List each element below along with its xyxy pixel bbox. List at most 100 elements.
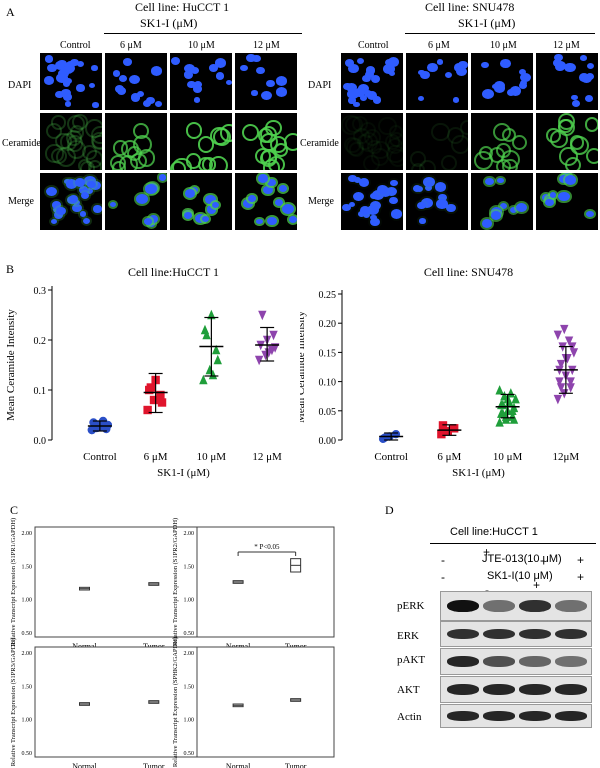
cell-nucleus [111, 161, 127, 170]
panel-a-right-col-control: Control [358, 40, 389, 51]
cell-nucleus [275, 75, 288, 86]
cell-nucleus [129, 75, 140, 85]
data-point [509, 414, 519, 424]
micrograph-tile [40, 113, 102, 170]
cell-nucleus [378, 117, 397, 136]
panel-a-right-col-12: 12 μM [553, 40, 580, 51]
cell-nucleus [113, 70, 121, 77]
cell-nucleus [434, 182, 447, 192]
blot-band [519, 711, 551, 721]
y-tick-label: 1.00 [22, 598, 33, 604]
cell-nucleus [361, 74, 371, 83]
micrograph-tile [536, 113, 598, 170]
blot-band [519, 599, 551, 613]
cell-nucleus [127, 145, 143, 162]
cell-nucleus [412, 185, 422, 193]
cell-nucleus [388, 70, 396, 77]
blot-band [555, 599, 587, 613]
panel-a-right-treatment-line [405, 33, 595, 34]
cell-nucleus [281, 203, 294, 214]
cell-nucleus [362, 212, 370, 219]
cell-nucleus [546, 128, 561, 143]
data-point [506, 388, 516, 398]
cell-nucleus [481, 88, 494, 99]
cell-nucleus [64, 101, 72, 107]
protein-label-akt: AKT [397, 684, 420, 696]
x-axis-label: SK1-I (μM) [157, 467, 210, 479]
cell-nucleus [370, 75, 380, 84]
micrograph-tile [341, 53, 403, 110]
cell-nucleus [56, 72, 69, 83]
cell-nucleus [79, 211, 87, 217]
cell-nucleus [184, 189, 196, 199]
micrograph-tile [406, 113, 468, 170]
cell-nucleus [519, 79, 527, 86]
cell-nucleus [274, 198, 284, 207]
cell-nucleus [187, 80, 197, 89]
cell-nucleus [423, 176, 435, 187]
cell-nucleus [417, 201, 426, 209]
blot-strip [440, 621, 592, 647]
data-point [555, 377, 564, 387]
chart-title: Cell line:HuCCT 1 [128, 265, 219, 279]
data-point [149, 395, 159, 405]
cell-nucleus [246, 54, 256, 63]
cell-nucleus [519, 73, 531, 83]
panel-a-right-col-6: 6 μM [428, 40, 450, 51]
cell-nucleus [145, 183, 157, 194]
cell-nucleus [267, 179, 276, 187]
cell-nucleus [550, 192, 557, 198]
cell-nucleus [263, 185, 274, 194]
cell-nucleus [63, 93, 73, 101]
cell-nucleus [150, 66, 163, 77]
data-point [560, 324, 569, 335]
y-tick-label: 1.50 [184, 684, 195, 690]
treatment-label-sk1: SK1-I(10 μM) [487, 570, 553, 582]
cell-nucleus [82, 217, 91, 225]
cell-nucleus [383, 64, 395, 75]
cell-nucleus [190, 186, 199, 193]
cell-nucleus [90, 125, 102, 145]
data-point [553, 330, 563, 341]
cell-nucleus [571, 99, 581, 107]
panel-c-letter: C [10, 503, 19, 517]
cell-nucleus [76, 84, 85, 92]
cell-nucleus [511, 135, 527, 151]
cell-nucleus [142, 99, 152, 107]
cell-nucleus [578, 73, 589, 82]
cell-nucleus [212, 127, 231, 146]
cell-nucleus [497, 177, 504, 184]
cell-nucleus [425, 181, 432, 188]
panel-a-right-cell-line: Cell line: SNU478 [425, 0, 515, 14]
panel-a-right-row-merge: Merge [308, 196, 334, 207]
micrograph-tile [235, 173, 297, 230]
sign-sk1-4: + [577, 570, 585, 584]
cell-nucleus [47, 63, 57, 72]
cell-nucleus [516, 202, 528, 213]
sign-sk1-1: - [441, 570, 445, 584]
micrograph-tile [471, 173, 533, 230]
y-tick-label: 0.50 [22, 631, 33, 637]
cell-nucleus [46, 187, 58, 197]
cell-nucleus [184, 70, 194, 79]
y-axis-label: Relative Transcript Expression (SPHK2/GA… [172, 637, 179, 767]
cell-nucleus [417, 96, 424, 102]
y-tick-label: 1.50 [22, 564, 33, 570]
cell-nucleus [587, 62, 595, 69]
boxplot-frame [196, 646, 335, 758]
cell-nucleus [55, 90, 64, 99]
blot-band [483, 628, 515, 640]
cell-nucleus [255, 66, 265, 74]
micrograph-tile [536, 53, 598, 110]
micrograph-tile [40, 173, 102, 230]
blot-strip [440, 648, 592, 675]
scatter-chart-snu478: Cell line: SNU478 0.00 0.05 0.10 0.15 0.20 0.2… [300, 265, 579, 479]
treatment-label-jte: JTE-013(10 μM) [482, 553, 562, 565]
panel-a-left-col-12: 12 μM [253, 40, 280, 51]
cell-nucleus [544, 198, 554, 207]
cell-nucleus [92, 102, 99, 108]
cell-nucleus [194, 213, 206, 224]
data-point [380, 433, 389, 442]
micrograph-tile [170, 53, 232, 110]
panel-a-right-treatment: SK1-I (μM) [458, 16, 516, 30]
